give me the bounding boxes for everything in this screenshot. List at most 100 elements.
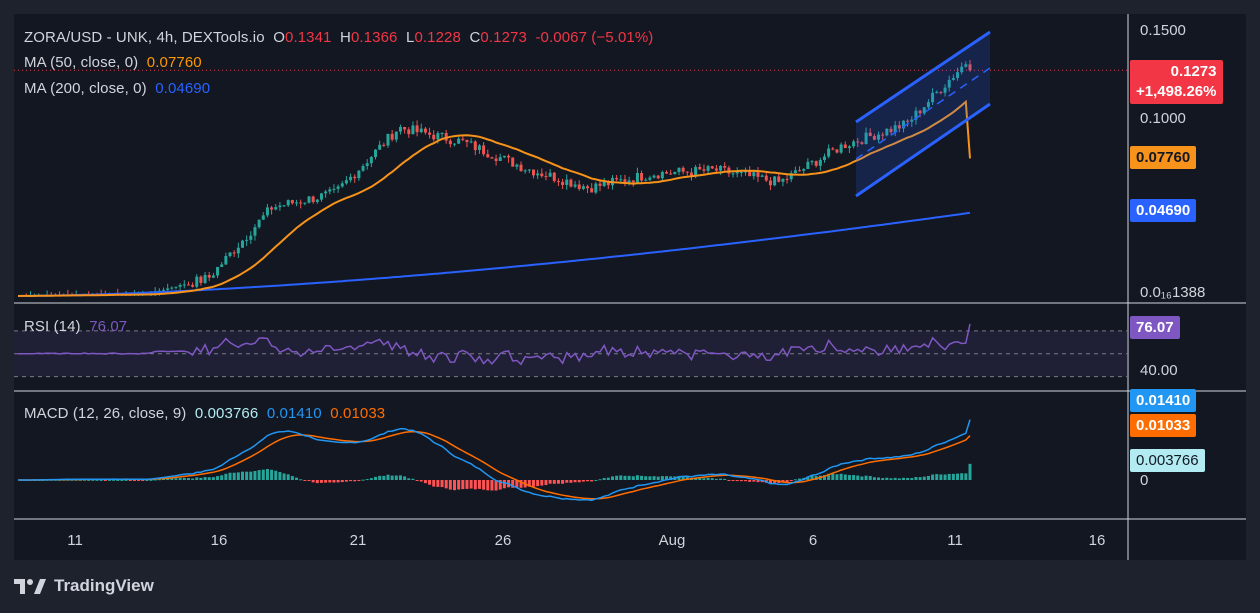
macd-hist-bar — [394, 475, 398, 480]
macd-hist-bar — [448, 480, 452, 490]
macd-hist-bar — [344, 480, 348, 482]
macd-hist-bar — [710, 478, 714, 480]
macd-legend: MACD (12, 26, close, 9) 0.003766 0.01410… — [24, 405, 385, 422]
candle-body — [515, 164, 519, 167]
candle-body — [486, 154, 490, 158]
macd-hist-bar — [444, 480, 448, 489]
macd-hist-bar — [856, 475, 860, 480]
candle-body — [640, 172, 644, 181]
macd-hist-bar — [586, 480, 590, 482]
candle-body — [265, 207, 269, 216]
close-label: C — [469, 29, 481, 46]
macd-hist-bar — [490, 480, 494, 491]
macd-hist-bar — [739, 480, 743, 482]
candle-body — [698, 166, 702, 170]
candle-body — [864, 132, 868, 145]
macd-hist-bar — [390, 475, 394, 480]
candle-body — [835, 149, 839, 153]
ma200-price-tag: 0.04690 — [1130, 199, 1197, 222]
candle-body — [677, 167, 681, 172]
candle-body — [182, 284, 186, 286]
candle-body — [951, 78, 955, 80]
macd-hist-bar — [282, 473, 286, 480]
candle-body — [702, 169, 706, 171]
candle-body — [386, 133, 390, 146]
candle-body — [436, 133, 440, 140]
candle-body — [186, 284, 190, 286]
macd-hist-bar — [935, 474, 939, 480]
macd-hist-bar — [87, 479, 91, 481]
candle-body — [569, 179, 573, 187]
macd-hist-bar — [536, 480, 540, 487]
macd-hist-bar — [361, 479, 365, 481]
macd-hist-bar — [70, 479, 74, 481]
chart-frame[interactable] — [14, 14, 1246, 560]
macd-hist-bar — [162, 478, 166, 480]
macd-hist-bar — [610, 476, 614, 480]
x-label-26: 26 — [494, 532, 512, 549]
macd-hist-bar — [665, 476, 669, 480]
low-label: L — [406, 29, 415, 46]
macd-hist-bar — [149, 479, 153, 481]
macd-hist-bar — [744, 480, 748, 482]
macd-hist-bar — [810, 475, 814, 480]
macd-hist-bar — [914, 476, 918, 480]
candle-body — [457, 138, 461, 144]
rsi-label: RSI (14) — [24, 318, 81, 335]
macd-hist-bar — [141, 480, 145, 481]
macd-hist-bar — [544, 480, 548, 486]
macd-hist-bar — [681, 476, 685, 480]
candle-body — [398, 126, 402, 132]
macd-hist-bar — [527, 480, 531, 487]
candle-body — [453, 143, 457, 145]
macd-hist-bar — [901, 477, 905, 480]
macd-hist-bar — [224, 473, 228, 480]
channel-fill — [856, 32, 990, 196]
macd-hist-bar — [498, 480, 502, 490]
candle-body — [615, 178, 619, 180]
candle-body — [174, 286, 178, 288]
macd-hist-bar — [843, 474, 847, 480]
macd-hist-bar — [781, 480, 785, 483]
candle-body — [249, 235, 253, 240]
macd-hist-bar — [278, 471, 282, 480]
macd-hist-bar — [211, 477, 215, 480]
candle-body — [739, 171, 743, 173]
macd-hist-bar — [951, 473, 955, 480]
candle-body — [536, 173, 540, 176]
symbol-title: ZORA/USD - UNK, 4h, DEXTools.io — [24, 29, 265, 46]
candle-body — [336, 186, 340, 189]
candle-body — [631, 180, 635, 183]
macd-hist-bar — [245, 471, 249, 480]
ascending-channel — [855, 30, 991, 198]
rsi-pane — [14, 323, 1128, 378]
macd-hist-bar — [581, 480, 585, 482]
candle-body — [540, 173, 544, 177]
macd-hist-bar — [590, 480, 594, 482]
candle-body — [502, 155, 506, 158]
candle-body — [644, 179, 648, 181]
macd-hist-bar — [868, 476, 872, 480]
low-value: 0.1228 — [414, 29, 461, 46]
macd-hist-bar — [910, 478, 914, 480]
candle-body — [822, 156, 826, 160]
candle-body — [552, 172, 556, 181]
candle-body — [432, 134, 436, 140]
candle-body — [257, 219, 261, 228]
ma200-label: MA (200, close, 0) — [24, 80, 147, 97]
candle-body — [814, 161, 818, 166]
macd-hist-bar — [548, 480, 552, 484]
channel-upper — [855, 30, 991, 124]
candle-body — [353, 176, 357, 179]
macd-hist-bar — [353, 480, 357, 482]
tradingview-brand[interactable]: TradingView — [14, 575, 154, 597]
candle-body — [602, 181, 606, 186]
candle-body — [274, 207, 278, 210]
price-tick-0100: 0.1000 — [1140, 110, 1186, 127]
macd-hist-bar — [831, 473, 835, 480]
macd-hist-bar — [556, 480, 560, 484]
candle-body — [548, 172, 552, 177]
ma50-label: MA (50, close, 0) — [24, 54, 139, 71]
candle-body — [752, 172, 756, 177]
